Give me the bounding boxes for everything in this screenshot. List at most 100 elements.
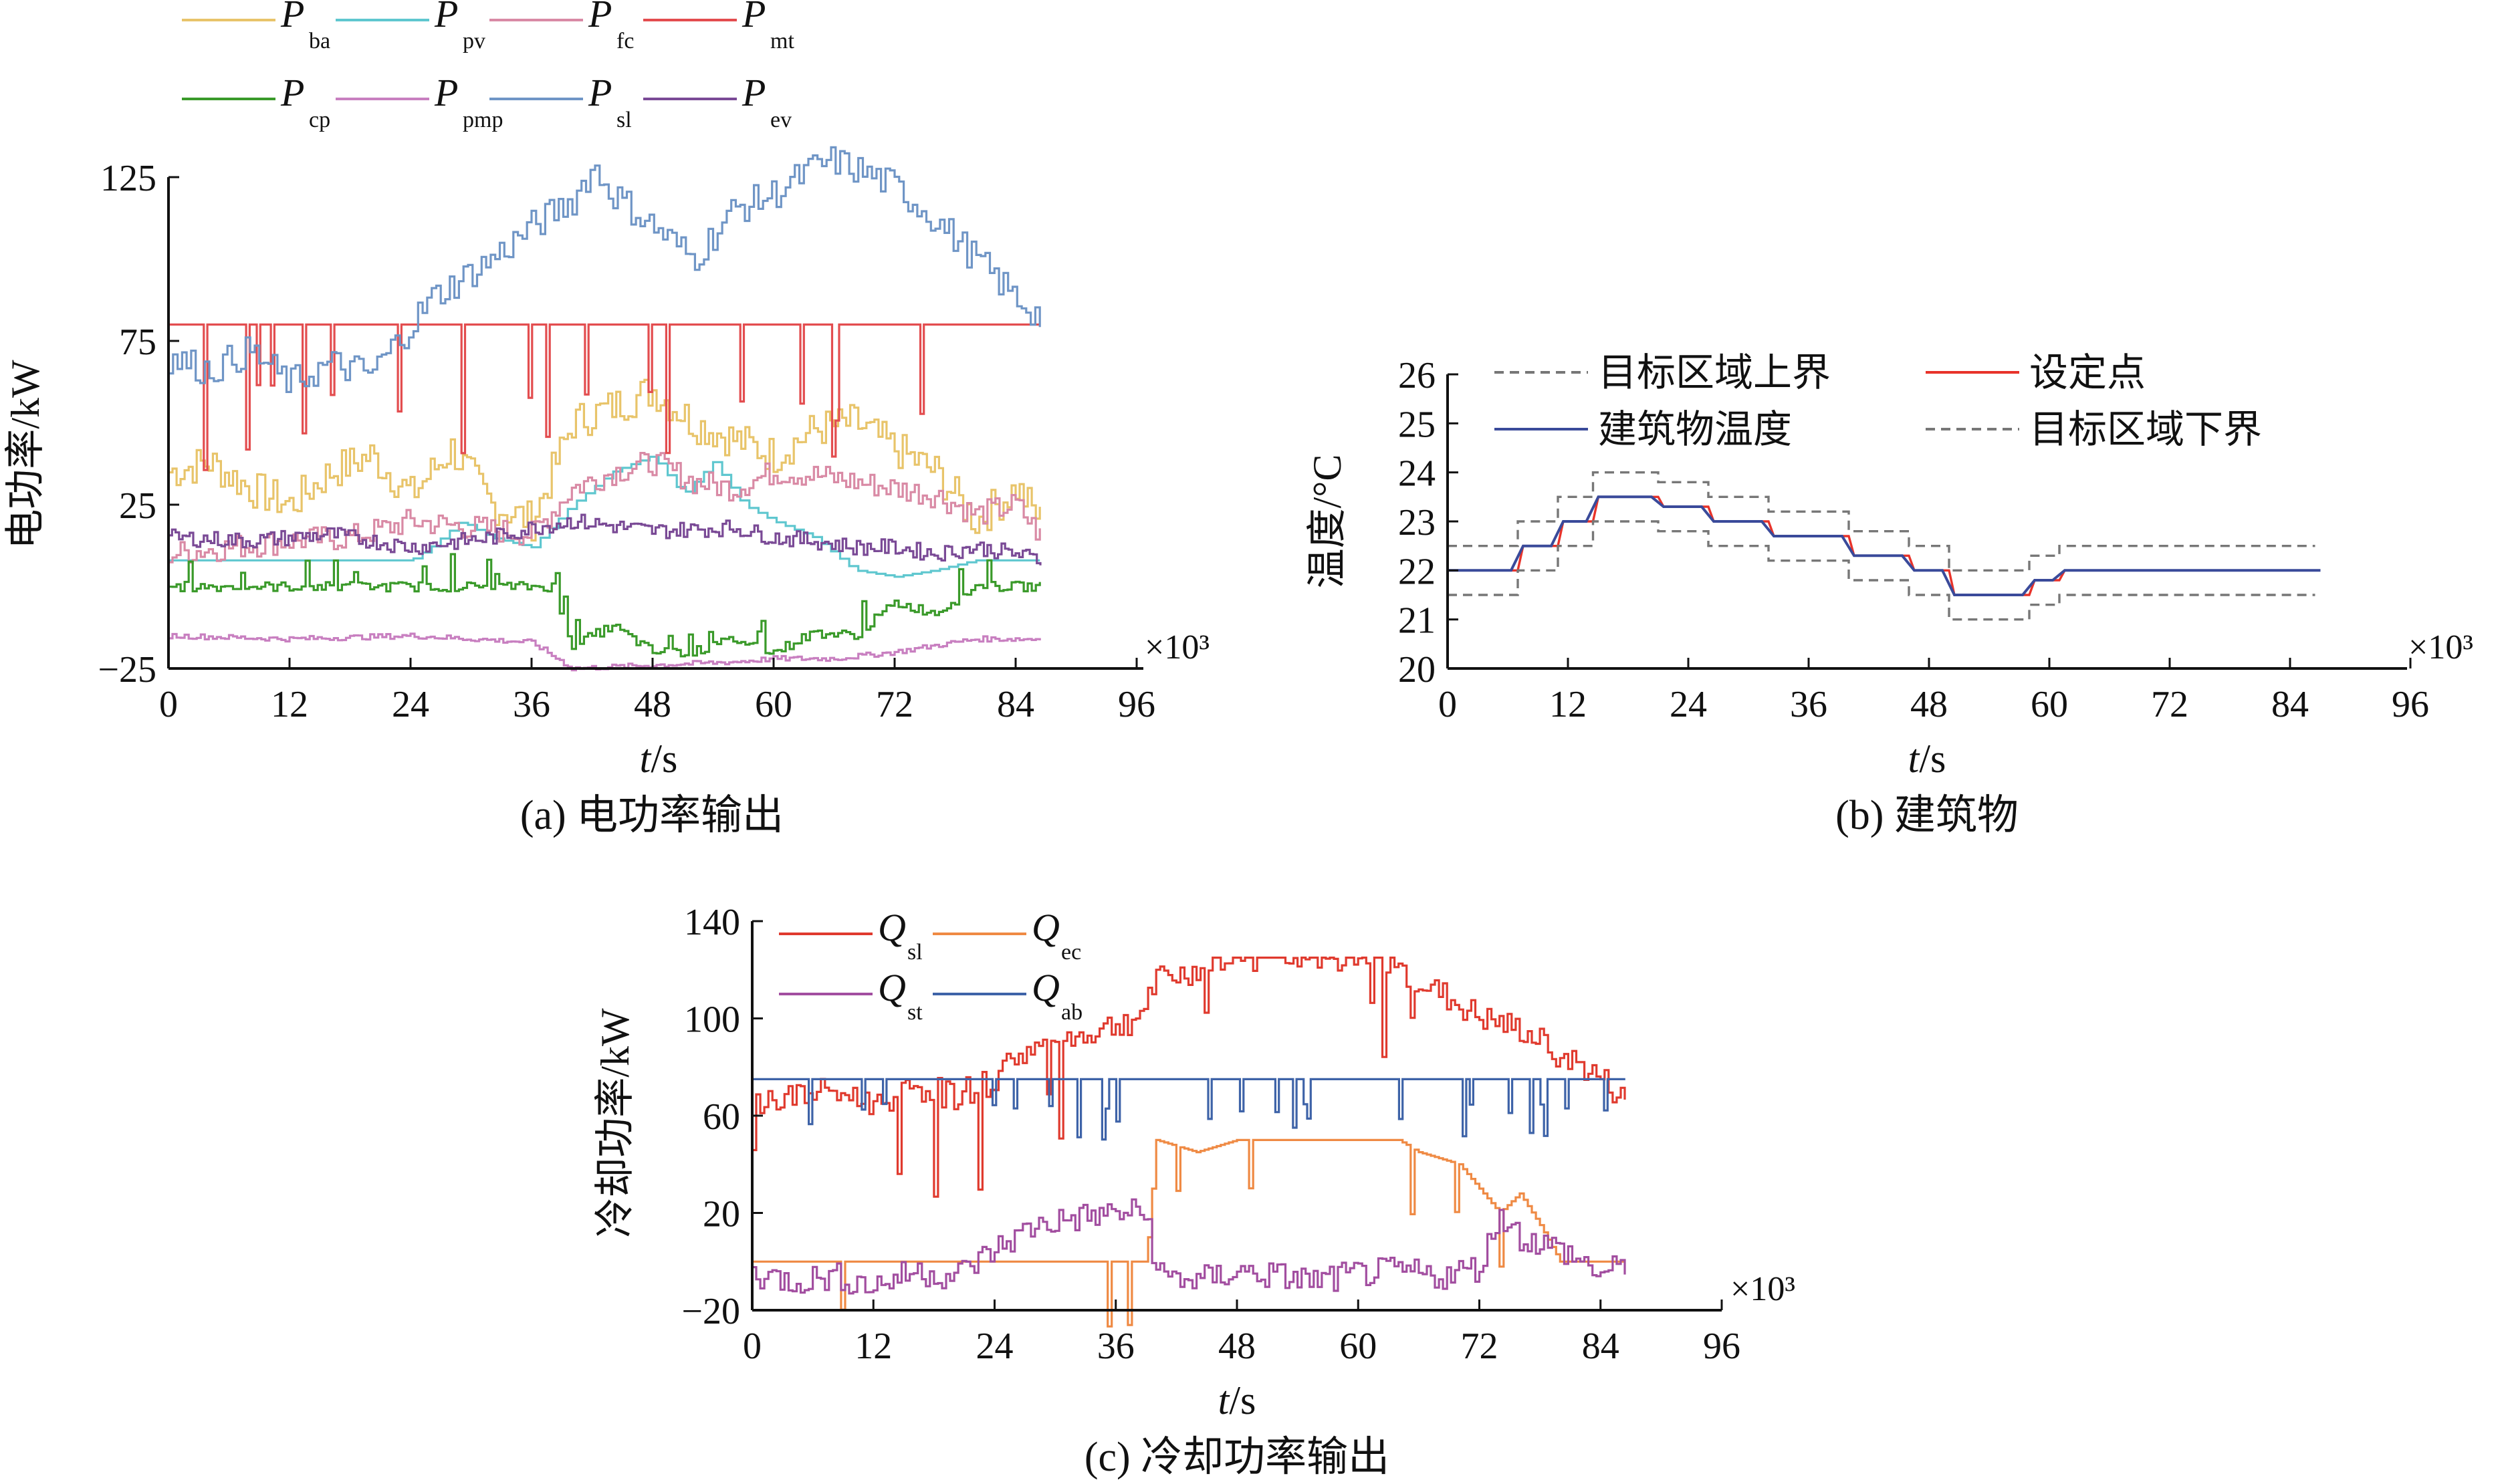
y-tick-label-c: 20 bbox=[703, 1194, 740, 1235]
y-ticks-b: 20 21 22 23 24 25 26 bbox=[1398, 355, 1458, 691]
x-ticks-a: 0 12 24 36 48 60 72 84 96 bbox=[159, 658, 1155, 725]
x-tick-label-c: 72 bbox=[1461, 1326, 1498, 1367]
x-tick-label-b: 84 bbox=[2271, 684, 2309, 725]
x-tick-label-a: 72 bbox=[876, 684, 913, 725]
legend-subscript-pmp: pmp bbox=[463, 108, 503, 132]
x-ticks-c: 0 12 24 36 48 60 72 84 96 bbox=[743, 1300, 1740, 1367]
svg-text:t/s: t/s bbox=[640, 737, 678, 781]
y-tick-label-a: 125 bbox=[100, 158, 156, 199]
series-line-p-pmp bbox=[168, 632, 1041, 672]
x-tick-label-c: 84 bbox=[1582, 1326, 1619, 1367]
series-line-p-fc bbox=[168, 452, 1041, 564]
series-line-p-ba bbox=[168, 378, 1041, 542]
x-multiplier-c: ×10³ bbox=[1730, 1270, 1795, 1308]
x-tick-label-a: 12 bbox=[271, 684, 308, 725]
y-tick-label-b: 20 bbox=[1398, 649, 1436, 691]
legend-label-sl: P bbox=[588, 71, 612, 114]
legend-label-ba: P bbox=[280, 0, 304, 35]
x-tick-label-c: 24 bbox=[976, 1326, 1014, 1367]
y-tick-label-c: −20 bbox=[681, 1291, 740, 1332]
panel-b-building: 0 12 24 36 48 60 72 84 96 20 21 22 23 24 25 26 目标区域上界 设… bbox=[1305, 351, 2473, 838]
legend-label-fc: P bbox=[588, 0, 612, 35]
x-tick-label-a: 36 bbox=[513, 684, 550, 725]
legend-label-mt: P bbox=[742, 0, 766, 35]
x-axis-label-b: t/s bbox=[1908, 737, 1946, 781]
series-line-p-sl bbox=[168, 146, 1041, 393]
legend-label-sl-c: Q bbox=[878, 906, 906, 949]
x-tick-label-a: 84 bbox=[997, 684, 1034, 725]
legend-label-ab-c: Q bbox=[1032, 966, 1060, 1009]
x-tick-label-c: 48 bbox=[1218, 1326, 1256, 1367]
x-axis-label-c: t/s bbox=[1218, 1378, 1256, 1423]
legend-subscript-st-c: st bbox=[907, 1000, 923, 1025]
x-tick-label-b: 24 bbox=[1670, 684, 1707, 725]
y-tick-label-b: 24 bbox=[1398, 453, 1436, 495]
y-tick-label-a: 75 bbox=[119, 322, 156, 363]
legend-subscript-ba: ba bbox=[309, 29, 330, 53]
y-tick-label-c: 140 bbox=[684, 902, 740, 943]
legend-subscript-ev: ev bbox=[770, 108, 792, 132]
x-tick-label-c: 12 bbox=[855, 1326, 892, 1367]
legend-subscript-sl: sl bbox=[616, 108, 632, 132]
series-line-q-st bbox=[752, 1198, 1626, 1295]
x-multiplier-a: ×10³ bbox=[1145, 628, 1210, 666]
caption-a: (a) 电功率输出 bbox=[520, 793, 784, 838]
x-tick-label-b: 48 bbox=[1910, 684, 1948, 725]
caption-c: (c) 冷却功率输出 bbox=[1085, 1435, 1389, 1480]
legend-label-ec-c: Q bbox=[1032, 906, 1060, 949]
legend-label-cp: P bbox=[280, 71, 304, 114]
y-tick-label-a: −25 bbox=[98, 649, 156, 691]
x-tick-label-b: 12 bbox=[1549, 684, 1587, 725]
plot-area-c bbox=[752, 957, 1626, 1328]
legend-label-pmp: P bbox=[434, 71, 458, 114]
x-tick-label-c: 0 bbox=[743, 1326, 762, 1367]
caption-b: (b) 建筑物 bbox=[1835, 793, 2019, 838]
x-tick-label-b: 96 bbox=[2392, 684, 2429, 725]
y-tick-label-a: 25 bbox=[119, 485, 156, 527]
legend-subscript-ab-c: ab bbox=[1061, 1000, 1083, 1025]
y-axis-label-c: 冷却功率/kW bbox=[593, 1008, 637, 1238]
svg-text:t/s: t/s bbox=[1908, 737, 1946, 781]
x-tick-label-b: 0 bbox=[1438, 684, 1457, 725]
y-ticks-c: −20 20 60 100 140 bbox=[681, 902, 763, 1332]
svg-text:t/s: t/s bbox=[1218, 1378, 1256, 1423]
x-ticks-b: 0 12 24 36 48 60 72 84 96 bbox=[1438, 658, 2429, 725]
series-line-b-0 bbox=[1448, 471, 2315, 572]
x-tick-label-c: 36 bbox=[1097, 1326, 1135, 1367]
plot-area-b bbox=[1448, 471, 2321, 621]
y-tick-label-c: 100 bbox=[684, 999, 740, 1041]
x-tick-label-c: 96 bbox=[1703, 1326, 1740, 1367]
legend-subscript-mt: mt bbox=[770, 29, 794, 53]
legend-label-b-2: 建筑物温度 bbox=[1598, 408, 1792, 451]
legend-label-st-c: Q bbox=[878, 966, 906, 1009]
x-tick-label-a: 0 bbox=[159, 684, 178, 725]
legend-label-ev: P bbox=[742, 71, 766, 114]
x-tick-label-c: 60 bbox=[1339, 1326, 1377, 1367]
y-tick-label-b: 23 bbox=[1398, 502, 1436, 543]
y-axis-label-a: 电功率/kW bbox=[3, 360, 47, 549]
y-tick-label-c: 60 bbox=[703, 1096, 740, 1138]
series-line-q-ec bbox=[752, 1138, 1625, 1328]
series-line-b-2 bbox=[1448, 495, 2321, 596]
x-axis-label-a: t/s bbox=[640, 737, 678, 781]
x-tick-label-a: 96 bbox=[1118, 684, 1155, 725]
legend-subscript-ec-c: ec bbox=[1061, 940, 1081, 965]
y-tick-label-b: 26 bbox=[1398, 355, 1436, 396]
legend-label-b-1: 设定点 bbox=[2029, 351, 2146, 394]
series-line-q-ab bbox=[752, 1078, 1625, 1141]
legend-subscript-sl-c: sl bbox=[907, 940, 923, 965]
y-axis-label-b: 温度/°C bbox=[1305, 455, 1349, 589]
x-tick-label-a: 60 bbox=[755, 684, 792, 725]
y-tick-label-b: 21 bbox=[1398, 600, 1436, 642]
x-tick-label-b: 72 bbox=[2151, 684, 2188, 725]
series-line-b-1 bbox=[1448, 495, 2321, 596]
series-line-q-sl bbox=[752, 957, 1626, 1198]
legend-label-b-3: 目标区域下界 bbox=[2029, 408, 2262, 451]
series-line-p-cp bbox=[168, 553, 1041, 658]
